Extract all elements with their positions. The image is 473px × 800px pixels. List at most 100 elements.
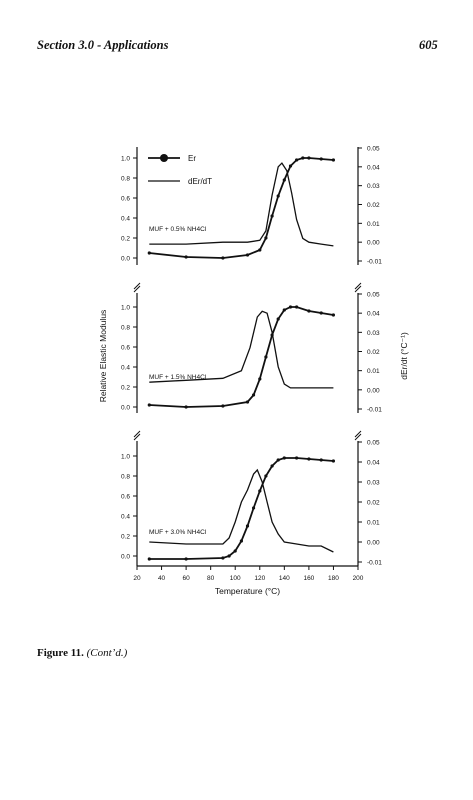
y-tick-right-label: 0.05 [367,146,380,153]
er-point [252,506,256,510]
series-Er-line [149,306,334,408]
er-point [221,404,225,408]
er-point [147,403,151,407]
er-point [221,556,225,560]
y-tick-left-label: 0.6 [121,196,130,203]
y-tick-right-label: 0.04 [367,460,380,467]
y-tick-right-label: 0.02 [367,500,380,507]
er-point [270,333,274,337]
y-tick-right-label: 0.05 [367,440,380,447]
er-point [239,539,243,543]
y-tick-left-label: 0.8 [121,325,130,332]
er-point [221,256,225,260]
er-point [282,456,286,460]
er-point [233,549,237,553]
er-point [307,309,311,313]
y-tick-left-label: 0.6 [121,345,130,352]
x-tick-label: 200 [353,575,364,582]
axis-break [133,433,141,441]
y-tick-right-label: 0.02 [367,349,380,356]
er-point [258,489,262,493]
axis-break [354,433,362,441]
y-tick-left-label: 0.2 [121,385,130,392]
y-tick-right-label: 0.03 [367,330,380,337]
panel-2 [133,293,362,413]
y-tick-right-label: 0.03 [367,480,380,487]
er-point [295,305,299,309]
er-point [331,459,335,463]
er-point [264,474,268,478]
axis-break [354,285,362,293]
y-tick-left-label: 0.8 [121,474,130,481]
x-tick-label: 40 [158,575,166,582]
figure-label: Figure 11. [37,647,84,659]
y-tick-left-label: 0.8 [121,176,130,183]
legend-er-label: Er [188,154,196,163]
x-tick-label: 180 [328,575,339,582]
y-tick-right-label: -0.01 [367,407,382,414]
er-point [276,317,280,321]
y-tick-right-label: 0.01 [367,221,380,228]
er-point [319,311,323,315]
er-point [288,164,293,168]
axis-break [133,430,141,438]
er-point [184,255,188,259]
er-point [245,400,250,404]
section-header: Section 3.0 - Applications [37,38,169,52]
y-tick-left-label: 0.4 [121,216,130,223]
panel-annotation: MUF + 1.5% NH4Cl [149,374,207,381]
er-point [319,157,323,161]
y-tick-right-label: 0.00 [367,387,380,394]
y-tick-left-label: 1.0 [121,305,130,312]
y-tick-left-label: 0.0 [121,554,130,561]
er-point [258,377,262,381]
er-point [258,248,262,252]
er-point [245,524,250,528]
er-point [331,313,335,317]
er-point [307,457,311,461]
y-tick-right-label: 0.04 [367,164,380,171]
y-tick-left-label: 0.0 [121,256,130,263]
y-tick-left-label: 0.6 [121,494,130,501]
er-point [147,557,151,561]
x-tick-label: 120 [254,575,265,582]
series-dEr-dT-line [149,310,334,389]
figure-note: (Cont’d.) [86,647,128,659]
series-dEr-dT-line [149,162,334,247]
er-point [252,393,256,397]
x-tick-label: 60 [182,575,190,582]
er-point [282,308,286,312]
x-tick-label: 100 [230,575,241,582]
y-tick-right-label: 0.05 [367,292,380,299]
page-number: 605 [419,38,438,52]
y-tick-right-label: -0.01 [367,259,382,266]
er-point [295,456,299,460]
y-axis-left-title: Relative Elastic Modulus [98,310,108,403]
x-tick-label: 20 [133,575,141,582]
y-tick-right-label: 0.03 [367,183,380,190]
y-tick-right-label: 0.00 [367,540,380,547]
y-tick-left-label: 0.2 [121,534,130,541]
panel-3 [133,441,362,566]
er-point [227,554,231,558]
axis-break [354,282,362,290]
x-tick-label: 140 [279,575,290,582]
y-tick-right-label: 0.02 [367,202,380,209]
axis-break [133,282,141,290]
er-point [295,158,299,162]
axis-break [133,285,141,293]
y-tick-left-label: 0.0 [121,405,130,412]
er-point [184,557,188,561]
figure-caption: Figure 11. (Cont’d.) [37,647,127,659]
er-point [147,251,151,255]
er-point [264,236,268,240]
x-axis-label: Temperature (°C) [215,586,280,596]
er-point [307,156,311,160]
series-dEr-dT-line [149,468,334,553]
er-point [288,305,293,309]
er-point [184,405,188,409]
x-tick-label: 160 [303,575,314,582]
panel-annotation: MUF + 0.5% NH4Cl [149,226,207,233]
panel-annotation: MUF + 3.0% NH4Cl [149,529,207,536]
